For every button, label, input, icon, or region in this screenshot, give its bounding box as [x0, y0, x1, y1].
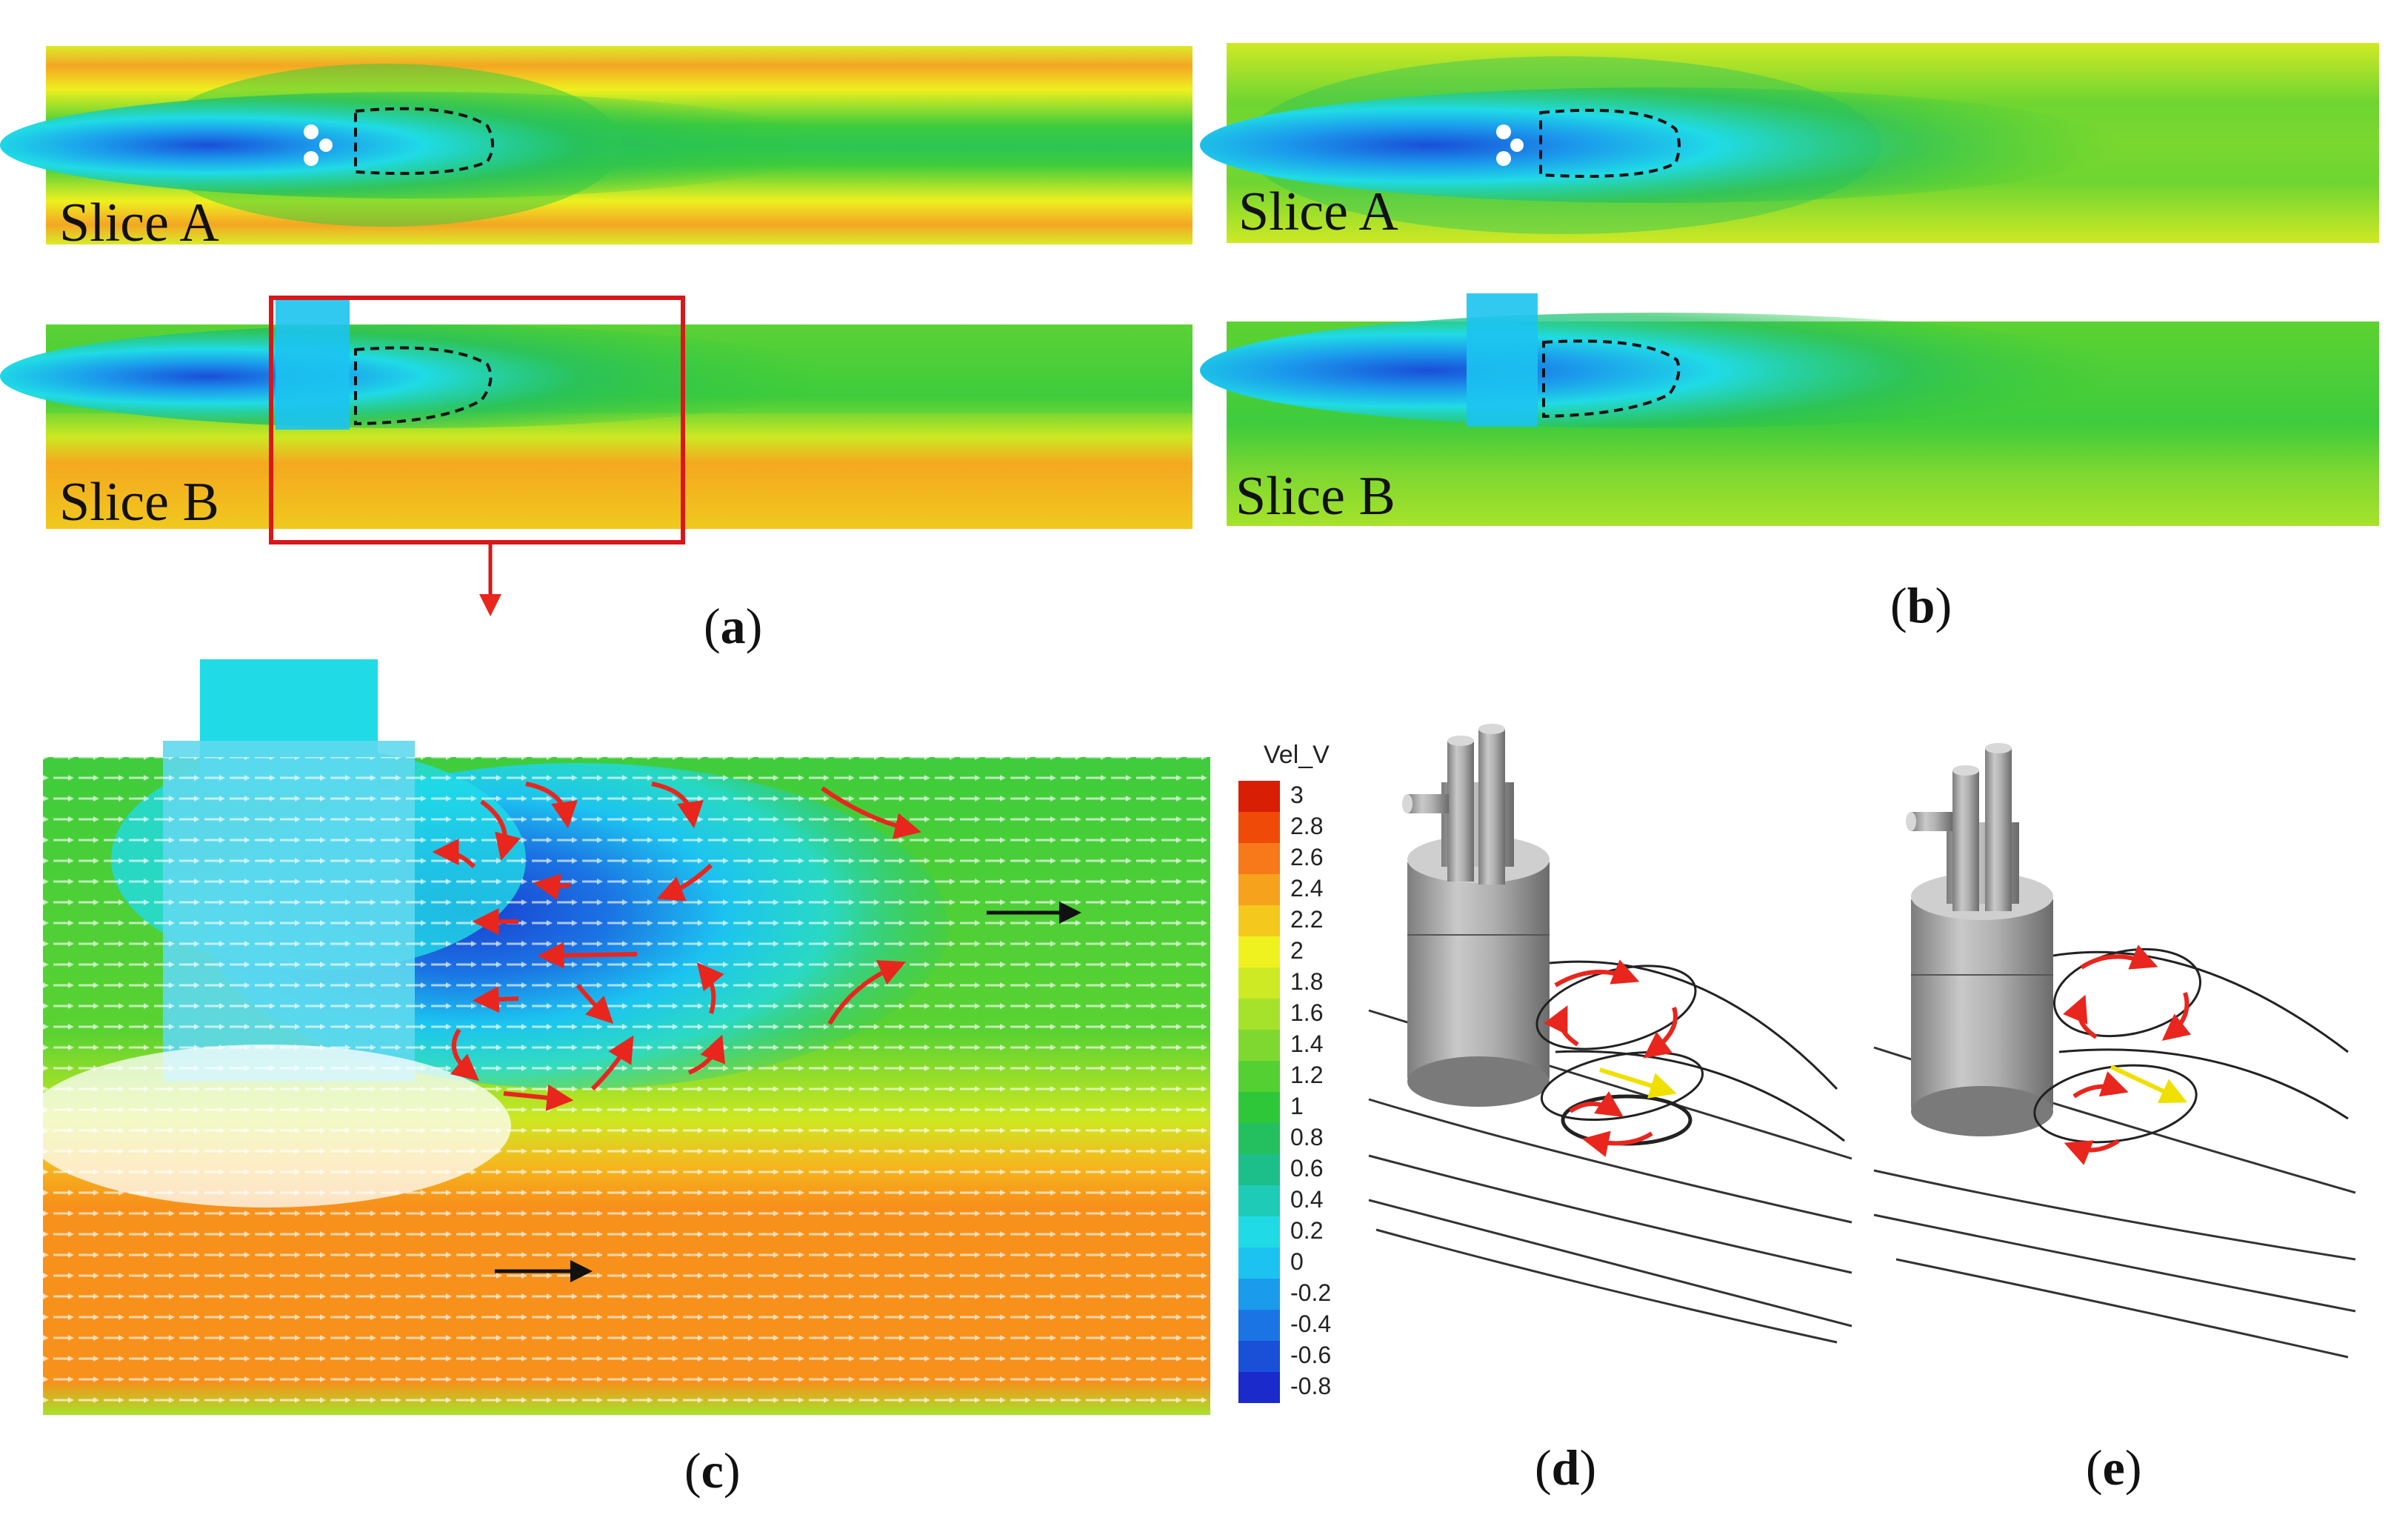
caption-b: (b) — [1890, 577, 1952, 633]
legend-swatch — [1238, 1154, 1280, 1185]
legend-swatch — [1238, 967, 1280, 999]
side-pipe — [1911, 812, 1952, 831]
legend-tick-label: 0.4 — [1290, 1186, 1323, 1213]
vortex-streamlines — [1535, 960, 1845, 1146]
legend-tick-label: 2.4 — [1290, 875, 1323, 902]
legend-tick-label: -0.4 — [1290, 1310, 1331, 1337]
panel-a-slice-a: Slice A — [0, 46, 1193, 253]
legend-swatch — [1238, 1185, 1280, 1216]
slice-label: Slice B — [1235, 466, 1395, 527]
legend-tick-label: 2 — [1290, 937, 1304, 964]
fuel-pipe — [1478, 729, 1505, 885]
legend-ticks: 3 2.8 2.6 2.4 2.2 2 1.8 1.6 1.4 1.2 1 0.8 0.6 0.4 0.2 0… — [1290, 782, 1331, 1399]
fuel-pipe — [1447, 741, 1474, 882]
legend-tick-label: -0.6 — [1290, 1342, 1331, 1368]
legend-swatch — [1238, 874, 1280, 905]
panel-d: (d) — [1368, 724, 1852, 1496]
injector-cylinder — [1407, 859, 1550, 1082]
panel-b-slice-b: Slice B — [1200, 293, 2379, 527]
slice-label: Slice B — [59, 472, 219, 533]
recirculation-arrows — [432, 782, 922, 1111]
legend-swatch — [1238, 1372, 1280, 1403]
legend-tick-label: 3 — [1290, 782, 1304, 808]
legend-tick-label: 1 — [1290, 1093, 1304, 1119]
legend-tick-label: 0.8 — [1290, 1124, 1323, 1150]
legend-tick-label: -0.8 — [1290, 1373, 1331, 1399]
legend-tick-label: 1.8 — [1290, 968, 1323, 995]
legend-swatches — [1238, 781, 1280, 1403]
fuel-pipe — [1985, 748, 2012, 911]
legend-swatch — [1238, 999, 1280, 1030]
legend-tick-label: 2.2 — [1290, 906, 1323, 933]
vortex-arrows — [2063, 945, 2192, 1165]
legend-swatch — [1238, 936, 1280, 967]
legend-swatch — [1238, 1123, 1280, 1154]
caption-e: (e) — [2086, 1439, 2142, 1496]
panel-c: (c) — [22, 659, 1210, 1499]
panel-a-slice-b: Slice B — [0, 296, 1193, 616]
caption-a: (a) — [704, 598, 762, 654]
panel-b: Slice A Slice B (b) — [1200, 43, 2379, 633]
legend-swatch — [1238, 1092, 1280, 1123]
slice-label: Slice A — [1238, 181, 1398, 242]
legend-swatch — [1238, 1310, 1280, 1341]
velocity-vectors — [43, 757, 1210, 1415]
streamlines — [1873, 1046, 2356, 1359]
legend-tick-label: 1.2 — [1290, 1062, 1323, 1088]
recirculation-contour — [1542, 339, 1681, 419]
legend-tick-label: 0.6 — [1290, 1155, 1323, 1182]
panel-e: (e) — [1873, 743, 2356, 1496]
zoom-highlight-box — [269, 296, 685, 544]
panel-a: Slice A Slice B (a) — [0, 46, 1193, 654]
legend-swatch — [1238, 781, 1280, 812]
panel-b-slice-a: Slice A — [1200, 43, 2379, 243]
legend-title: Vel_V — [1264, 741, 1330, 769]
vortex-streamlines — [2033, 947, 2349, 1144]
legend-swatch — [1238, 1061, 1280, 1092]
injector-model — [1906, 743, 2053, 1136]
legend-tick-label: 0.2 — [1290, 1217, 1323, 1244]
injector-model — [1402, 724, 1550, 1107]
legend-tick-label: 2.8 — [1290, 813, 1323, 839]
legend-swatch — [1238, 1216, 1280, 1247]
legend-tick-label: -0.2 — [1290, 1279, 1331, 1306]
legend-swatch — [1238, 1247, 1280, 1279]
injector-cross-section — [1467, 293, 1538, 427]
caption-d: (d) — [1535, 1439, 1596, 1496]
fuel-pipe — [1952, 770, 1979, 911]
legend-swatch — [1238, 1279, 1280, 1310]
caption-c: (c) — [684, 1442, 741, 1499]
legend-tick-label: 1.6 — [1290, 999, 1323, 1026]
side-pipe — [1407, 794, 1449, 813]
legend-tick-label: 1.4 — [1290, 1030, 1323, 1057]
recirculation-contour — [354, 346, 493, 426]
injector-cylinder — [1911, 896, 2053, 1111]
vortex-arrows — [1544, 959, 1678, 1157]
legend-tick-label: 0 — [1290, 1248, 1304, 1275]
streamlines — [1368, 1009, 1852, 1344]
legend-swatch — [1238, 843, 1280, 874]
injector-nozzles — [304, 124, 333, 166]
legend-swatch — [1238, 812, 1280, 843]
legend-swatch — [1238, 905, 1280, 936]
recirculation-contour — [354, 107, 494, 176]
slice-label: Slice A — [59, 193, 219, 253]
legend-tick-label: 2.6 — [1290, 844, 1323, 870]
injector-nozzles — [1496, 124, 1524, 166]
recirculation-contour — [1539, 108, 1681, 178]
injector-cross-section — [276, 296, 350, 430]
legend-swatch — [1238, 1341, 1280, 1372]
color-legend: Vel_V 3 2.8 2.6 2.4 2.2 2 1.8 1.6 1.4 1.2 1 0.8 0.6 0… — [1238, 741, 1331, 1403]
legend-swatch — [1238, 1030, 1280, 1061]
